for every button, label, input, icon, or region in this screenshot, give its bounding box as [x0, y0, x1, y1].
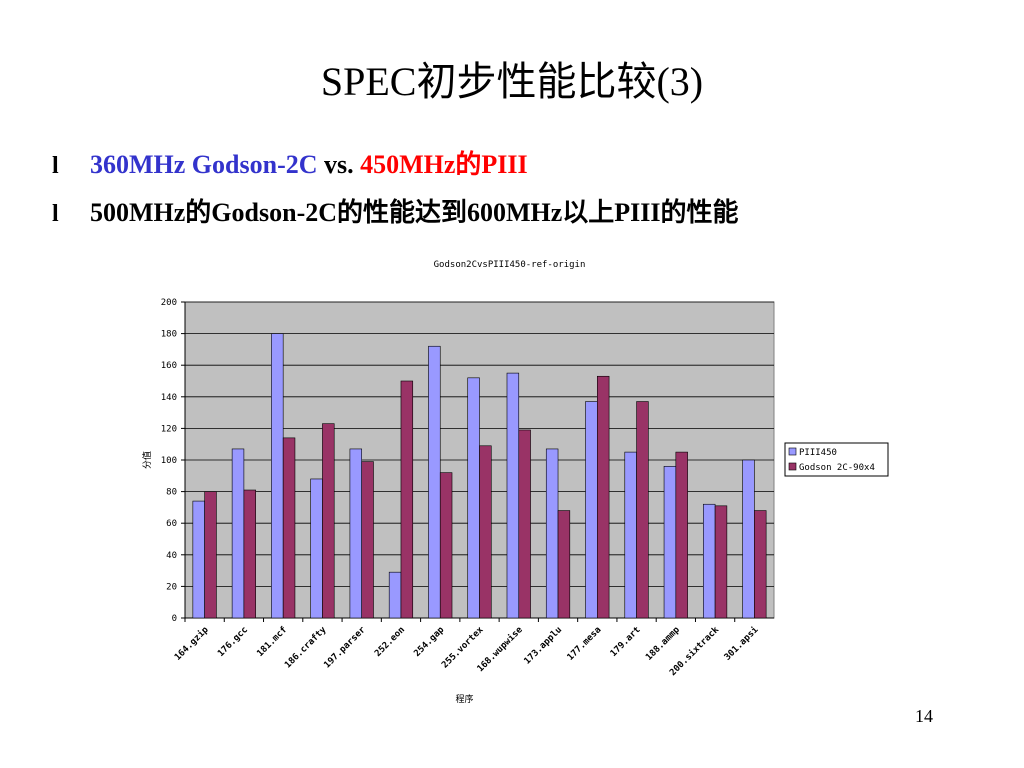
page-number: 14 — [915, 706, 933, 726]
y-tick-label: 160 — [161, 361, 177, 371]
bar — [479, 445, 492, 619]
legend-label: Godson 2C-90x4 — [799, 463, 875, 473]
x-axis-title: 程序 — [455, 693, 473, 705]
y-tick-label: 20 — [166, 582, 177, 592]
bullet-marker: l — [52, 153, 59, 179]
bullet-segment: 450MHz的PIII — [360, 149, 528, 179]
bullet-segment: vs. — [318, 150, 361, 179]
x-tick-label: 177.mesa — [566, 625, 604, 663]
bar — [506, 372, 520, 619]
y-tick-label: 200 — [161, 298, 177, 308]
bar — [400, 380, 414, 619]
x-tick-label: 164.gzip — [172, 624, 211, 663]
y-tick-label: 40 — [166, 551, 177, 561]
bar — [467, 377, 480, 619]
bar — [518, 429, 531, 619]
bar — [714, 505, 728, 619]
legend-swatch — [788, 462, 797, 471]
bar — [192, 500, 205, 619]
y-axis-title: 分值 — [141, 451, 153, 469]
y-tick-label: 140 — [161, 393, 177, 403]
bar — [624, 451, 637, 619]
bar — [596, 375, 610, 619]
bullet-marker: l — [52, 201, 59, 227]
x-tick-label: 179.art — [609, 625, 643, 659]
bar — [754, 510, 767, 619]
x-tick-label: 252.eon — [373, 625, 407, 659]
bar — [361, 461, 374, 619]
bullet-segment: 500MHz的Godson-2C的性能达到600MHz以上PIII的性能 — [90, 197, 739, 227]
x-tick-label: 301.apsi — [722, 624, 761, 663]
x-tick-label: 181.mcf — [255, 625, 289, 659]
bar — [439, 472, 453, 619]
bar — [675, 451, 688, 619]
bar — [282, 437, 296, 619]
bar — [231, 448, 245, 619]
chart-title: Godson2CvsPIII450-ref-origin — [434, 260, 586, 270]
legend-label: PIII450 — [799, 448, 837, 458]
bar — [310, 478, 323, 619]
bar — [428, 345, 441, 619]
bar — [742, 459, 755, 619]
y-tick-label: 100 — [161, 456, 177, 466]
y-tick-label: 0 — [172, 614, 177, 624]
bar — [322, 423, 335, 619]
bullets: l 360MHz Godson-2C vs. 450MHz的PIII l 500MHz… — [52, 149, 739, 227]
slide-title: SPEC初步性能比较(3) — [321, 59, 703, 104]
bar — [585, 401, 598, 619]
bar — [545, 448, 559, 619]
x-tick-label: 197.parser — [322, 625, 368, 671]
x-tick-label: 254.gap — [412, 625, 446, 659]
y-tick-label: 180 — [161, 330, 177, 340]
x-tick-label: 176.gcc — [216, 625, 250, 659]
bar — [388, 571, 402, 619]
bar — [663, 466, 677, 619]
bullet-text: 360MHz Godson-2C vs. 450MHz的PIII — [90, 149, 528, 179]
bar — [703, 503, 716, 619]
y-tick-label: 80 — [166, 488, 177, 498]
bar — [636, 401, 649, 619]
y-tick-label: 120 — [161, 424, 177, 434]
legend-box — [784, 442, 889, 477]
chart: Godson2CvsPIII450-ref-origin 0 20 40 60 80 100… — [141, 260, 889, 705]
bar — [349, 448, 363, 619]
bar — [557, 510, 571, 619]
legend-swatch — [788, 447, 797, 456]
bullet-text: 500MHz的Godson-2C的性能达到600MHz以上PIII的性能 — [90, 197, 739, 227]
bar — [271, 333, 284, 619]
bullet-segment: 360MHz Godson-2C — [90, 150, 318, 179]
x-tick-label: 188.ammp — [644, 625, 682, 663]
bar — [204, 491, 217, 619]
bar — [243, 489, 256, 619]
x-tick-label: 173.applu — [523, 625, 565, 667]
y-tick-label: 60 — [166, 519, 177, 529]
